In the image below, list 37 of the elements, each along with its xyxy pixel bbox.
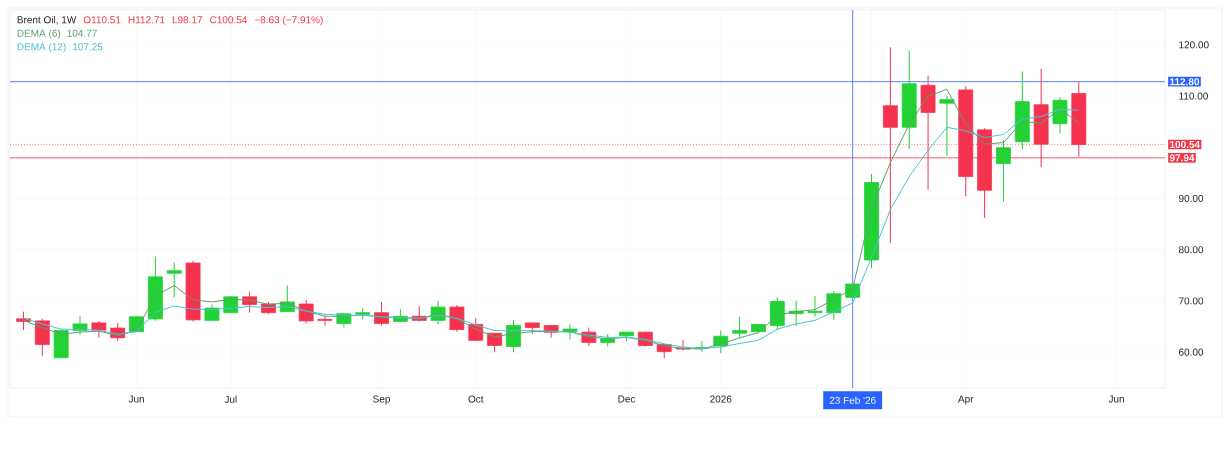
y-tick-label: 60.00 [1179,348,1204,356]
text: Brent Oil, 1W [17,15,77,25]
annotation: H112.71 [128,16,165,24]
x-tick-label: Dec [618,395,636,403]
x-tick-label: Sep [373,395,391,405]
x-tick-label: Jun [128,395,144,403]
annotation: C100.54 [210,16,248,24]
y-tick-label: 90.00 [1178,194,1204,203]
annotation: 107.25 [73,43,103,51]
y-tick-label: 120.00 [1179,41,1209,49]
candlestick [939,95,955,157]
candlestick [807,295,823,318]
candlestick [487,332,503,353]
x-tick-label: Oct [468,395,484,403]
x-tick-label: Jul [224,395,237,403]
annotation: 104.77 [67,29,97,37]
annotation: O110.51 [83,16,121,24]
x-tick-label: 2026 [710,395,732,403]
x-tick-label: Jun [1108,395,1124,403]
candlestick [1052,96,1068,134]
y-tick-label: 70.00 [1179,297,1204,305]
candlestick [732,316,748,339]
y-tick-label: 110.00 [1179,92,1208,100]
candlestick [449,304,465,333]
annotation: L98.17 [172,16,203,24]
x-tick-label: Apr [957,395,974,405]
candlestick [317,315,333,326]
ref-line-label: 97.94 [1169,154,1195,162]
candlestick [166,262,182,298]
text: DEMA (12) [17,42,66,53]
annotation: −8.63 (−7.91%) [254,15,323,26]
text: DEMA (6) [17,29,61,39]
ref-line-label: 112.80 [1170,78,1200,86]
ref-line-label: 23 Feb '26 [829,396,876,404]
candlestick [996,139,1011,203]
ref-line-label: 100.54 [1170,140,1200,149]
y-tick-label: 80.00 [1178,246,1204,254]
